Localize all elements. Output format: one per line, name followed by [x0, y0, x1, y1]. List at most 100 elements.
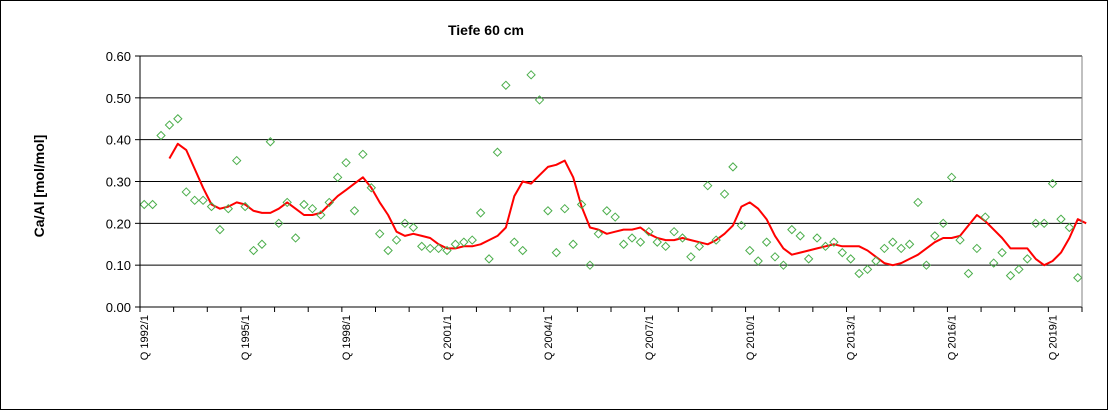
data-point [475, 208, 486, 218]
data-point [1047, 178, 1058, 189]
data-point [888, 237, 898, 247]
data-point [854, 268, 864, 279]
data-point [501, 80, 511, 90]
y-tick-label: 0.00 [106, 300, 131, 315]
data-point [677, 233, 688, 243]
data-point [711, 235, 721, 245]
data-point [442, 245, 452, 256]
data-point [1039, 218, 1049, 229]
gridlines [140, 55, 1082, 266]
data-point [467, 235, 477, 245]
data-point [282, 197, 292, 208]
data-point [703, 180, 713, 191]
data-point [324, 197, 334, 208]
data-point [349, 206, 360, 216]
data-point [215, 224, 225, 235]
data-point [593, 229, 604, 239]
data-point [787, 224, 797, 235]
x-tick-label: Q 2007/1 [644, 315, 656, 360]
data-point [383, 245, 393, 256]
data-point [358, 149, 368, 160]
data-point [753, 256, 763, 266]
data-point [627, 233, 637, 243]
data-point [845, 254, 856, 264]
data-point [248, 245, 259, 256]
data-point [417, 241, 427, 252]
x-tick-label: Q 2010/1 [745, 315, 757, 360]
data-point [265, 137, 276, 147]
data-point [644, 226, 654, 237]
data-point [602, 206, 612, 216]
data-point [341, 157, 351, 168]
data-point [963, 268, 974, 279]
data-point [198, 195, 208, 206]
data-point [803, 254, 814, 264]
data-point [955, 235, 965, 245]
y-tick-labels: 0.00 0.10 0.20 0.30 0.40 0.50 0.60 [106, 49, 140, 315]
data-point [745, 245, 755, 256]
y-tick-label: 0.20 [106, 216, 131, 231]
x-tick-labels: Q 1992/1 Q 1995/1 Q 1998/1 Q 2001/1 Q 2004/1… [139, 307, 1083, 360]
data-point [930, 231, 940, 241]
data-point [997, 247, 1007, 258]
x-tick-label: Q 2019/1 [1048, 315, 1060, 360]
data-point [492, 147, 503, 157]
data-point [686, 252, 696, 262]
data-point [425, 243, 435, 254]
data-point [290, 233, 301, 243]
data-point [770, 252, 780, 262]
data-point [332, 172, 343, 183]
data-point [517, 245, 528, 256]
y-tick-label: 0.10 [106, 258, 131, 273]
data-point [534, 95, 545, 105]
data-point [366, 183, 377, 193]
data-point [1064, 222, 1075, 233]
data-point [374, 229, 385, 239]
data-point [206, 201, 217, 212]
data-point [147, 199, 158, 210]
data-point [585, 260, 595, 270]
data-point [778, 260, 789, 270]
data-point [164, 120, 175, 130]
data-point [946, 172, 957, 183]
y-tick-label: 0.50 [106, 91, 131, 106]
data-point [812, 233, 822, 243]
data-point [299, 199, 309, 210]
data-point [484, 254, 494, 264]
data-point [181, 187, 191, 197]
data-point [257, 239, 267, 249]
data-point [652, 237, 662, 247]
data-point [156, 130, 166, 141]
data-point [669, 226, 679, 237]
data-point [862, 264, 873, 275]
data-point [795, 231, 805, 241]
y-tick-label: 0.60 [106, 49, 131, 64]
data-point [139, 199, 149, 210]
data-point [1005, 270, 1016, 281]
data-point [526, 70, 536, 80]
data-point [635, 237, 646, 247]
data-point [307, 203, 318, 214]
data-point [972, 243, 982, 254]
data-point [761, 237, 772, 247]
data-point [879, 243, 890, 254]
data-point [820, 241, 831, 252]
x-tick-label: Q 1998/1 [341, 315, 353, 360]
data-point [509, 237, 519, 247]
data-point [232, 155, 242, 166]
data-point [560, 203, 570, 214]
data-point [568, 239, 578, 249]
data-point [719, 189, 730, 199]
x-tick-label: Q 2001/1 [442, 315, 454, 360]
y-tick-label: 0.40 [106, 133, 131, 148]
data-point [543, 206, 553, 216]
series-markers [139, 70, 1083, 283]
data-point [938, 218, 948, 229]
data-point [433, 243, 444, 254]
data-point [610, 212, 620, 222]
data-point [871, 256, 881, 266]
data-point [189, 195, 200, 206]
data-point [829, 237, 839, 247]
data-point [173, 114, 183, 124]
